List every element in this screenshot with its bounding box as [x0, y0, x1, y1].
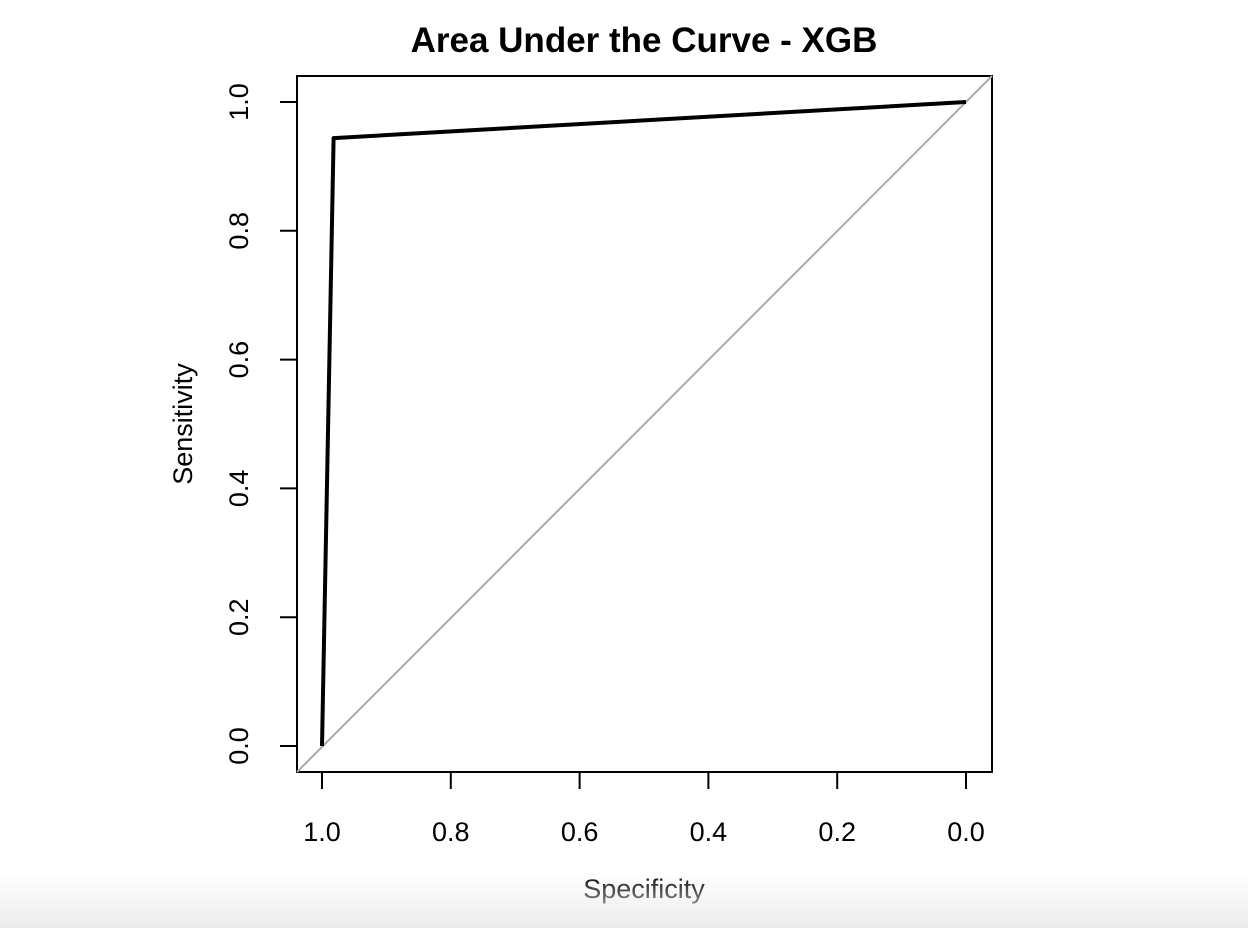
y-tick-label: 0.4	[224, 470, 254, 508]
y-axis-label: Sensitivity	[168, 363, 198, 485]
y-tick-label: 0.0	[224, 727, 254, 765]
x-axis: 1.0 0.8 0.6 0.4 0.2 0.0	[303, 771, 985, 847]
reference-diagonal-line	[296, 75, 993, 773]
x-tick-label: 0.4	[690, 817, 728, 847]
x-tick-label: 0.6	[561, 817, 599, 847]
series-layer	[320, 100, 967, 747]
x-axis-label: Specificity	[583, 874, 705, 904]
y-tick-label: 0.6	[224, 341, 254, 379]
y-tick-label: 1.0	[224, 83, 254, 121]
y-tick-label: 0.2	[224, 598, 254, 636]
x-tick-label: 0.0	[947, 817, 985, 847]
y-tick-label: 0.8	[224, 212, 254, 250]
x-tick-label: 0.8	[432, 817, 470, 847]
x-tick-label: 1.0	[303, 817, 341, 847]
chart-title: Area Under the Curve - XGB	[411, 21, 878, 60]
y-axis: 0.0 0.2 0.4 0.6 0.8 1.0	[224, 83, 298, 765]
x-tick-label: 0.2	[818, 817, 856, 847]
reference-layer	[296, 75, 993, 773]
